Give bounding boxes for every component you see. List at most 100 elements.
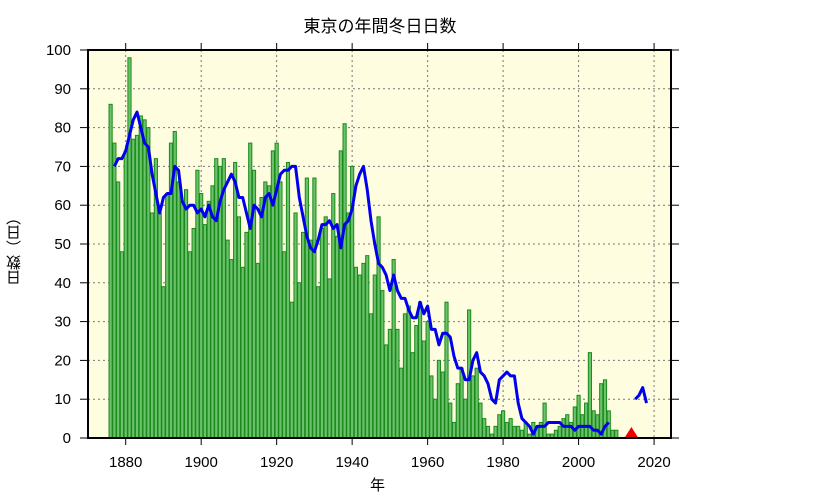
bar — [504, 421, 509, 439]
y-tick-label: 100 — [46, 42, 71, 59]
bar — [221, 158, 226, 439]
bar — [557, 425, 562, 439]
bar — [501, 410, 506, 439]
bar — [319, 227, 325, 439]
bar — [263, 181, 268, 439]
bar — [206, 200, 211, 439]
bar — [255, 262, 260, 439]
bar — [334, 235, 340, 439]
bar — [399, 367, 404, 439]
y-tick-label: 10 — [54, 391, 71, 408]
bar — [538, 421, 543, 439]
bar — [357, 274, 362, 439]
y-tick-label: 50 — [54, 236, 71, 253]
triangle-marker-icon — [624, 427, 639, 438]
bar — [368, 313, 374, 439]
bar — [584, 402, 589, 439]
bar — [225, 239, 230, 439]
bar — [338, 150, 343, 439]
y-tick-label: 30 — [54, 314, 71, 331]
bar — [304, 177, 309, 439]
x-tick-label: 1900 — [184, 454, 217, 471]
bar — [210, 185, 215, 439]
bar — [414, 324, 419, 439]
y-tick-label: 20 — [54, 352, 71, 369]
bar — [410, 352, 415, 439]
bar — [448, 402, 453, 439]
bar — [451, 421, 457, 439]
bar — [112, 142, 117, 439]
bar — [519, 429, 525, 439]
line-segment — [113, 110, 610, 436]
bar — [595, 414, 600, 439]
bar — [402, 313, 408, 439]
x-tick-label: 2020 — [637, 454, 670, 471]
bar — [455, 383, 460, 439]
bar — [485, 425, 491, 439]
bar — [406, 305, 411, 439]
x-axis-ticks: 1880 1900 1920 1940 1960 1980 2000 2020 — [109, 43, 671, 471]
bar — [300, 231, 306, 439]
bar — [229, 259, 234, 439]
bar — [433, 398, 438, 439]
bar — [127, 57, 132, 439]
y-tick-label: 60 — [54, 197, 71, 214]
bar — [463, 398, 468, 439]
bar — [391, 259, 396, 439]
bar — [176, 181, 181, 439]
bar — [116, 181, 121, 439]
x-axis-label: 年 — [370, 476, 386, 494]
bar — [240, 266, 245, 439]
bar — [244, 231, 249, 439]
bar — [372, 274, 377, 439]
bar — [395, 328, 400, 439]
bar — [187, 251, 192, 439]
x-tick-label: 1880 — [109, 454, 142, 471]
bar — [591, 410, 596, 439]
bar — [493, 425, 498, 439]
moving-average-line — [113, 110, 648, 436]
bar — [508, 418, 513, 439]
bar — [191, 227, 196, 439]
bar — [417, 301, 423, 439]
bar — [202, 224, 208, 439]
y-tick-label: 40 — [54, 275, 71, 292]
bar — [312, 177, 317, 439]
x-tick-label: 1980 — [486, 454, 519, 471]
bar — [470, 375, 475, 439]
chart-title: 東京の年間冬日日数 — [303, 17, 457, 37]
bar — [199, 193, 204, 439]
bar — [542, 402, 547, 439]
bar — [259, 196, 264, 439]
y-tick-label: 80 — [54, 120, 71, 137]
x-tick-label: 1920 — [260, 454, 293, 471]
bar — [436, 359, 442, 439]
bar — [516, 425, 521, 439]
triangle-marker-icon — [624, 427, 639, 438]
bar — [131, 138, 136, 439]
bar — [180, 200, 185, 439]
bar — [459, 367, 464, 439]
bar — [474, 367, 479, 439]
bar — [108, 103, 113, 439]
bar — [327, 278, 332, 439]
bar — [353, 266, 359, 439]
bar — [278, 181, 283, 439]
bar — [138, 115, 143, 439]
bar — [342, 123, 347, 439]
bar — [576, 394, 581, 439]
bar — [512, 425, 517, 439]
bar — [142, 119, 147, 439]
bar — [123, 150, 128, 439]
bar — [282, 251, 287, 439]
bar — [289, 301, 294, 439]
bar — [214, 158, 219, 439]
bar — [146, 127, 151, 439]
bar — [568, 421, 574, 439]
bar — [293, 212, 298, 439]
bar — [572, 406, 577, 439]
bar — [233, 162, 238, 439]
bar — [444, 301, 449, 439]
bar — [134, 134, 140, 439]
bar — [380, 290, 385, 439]
